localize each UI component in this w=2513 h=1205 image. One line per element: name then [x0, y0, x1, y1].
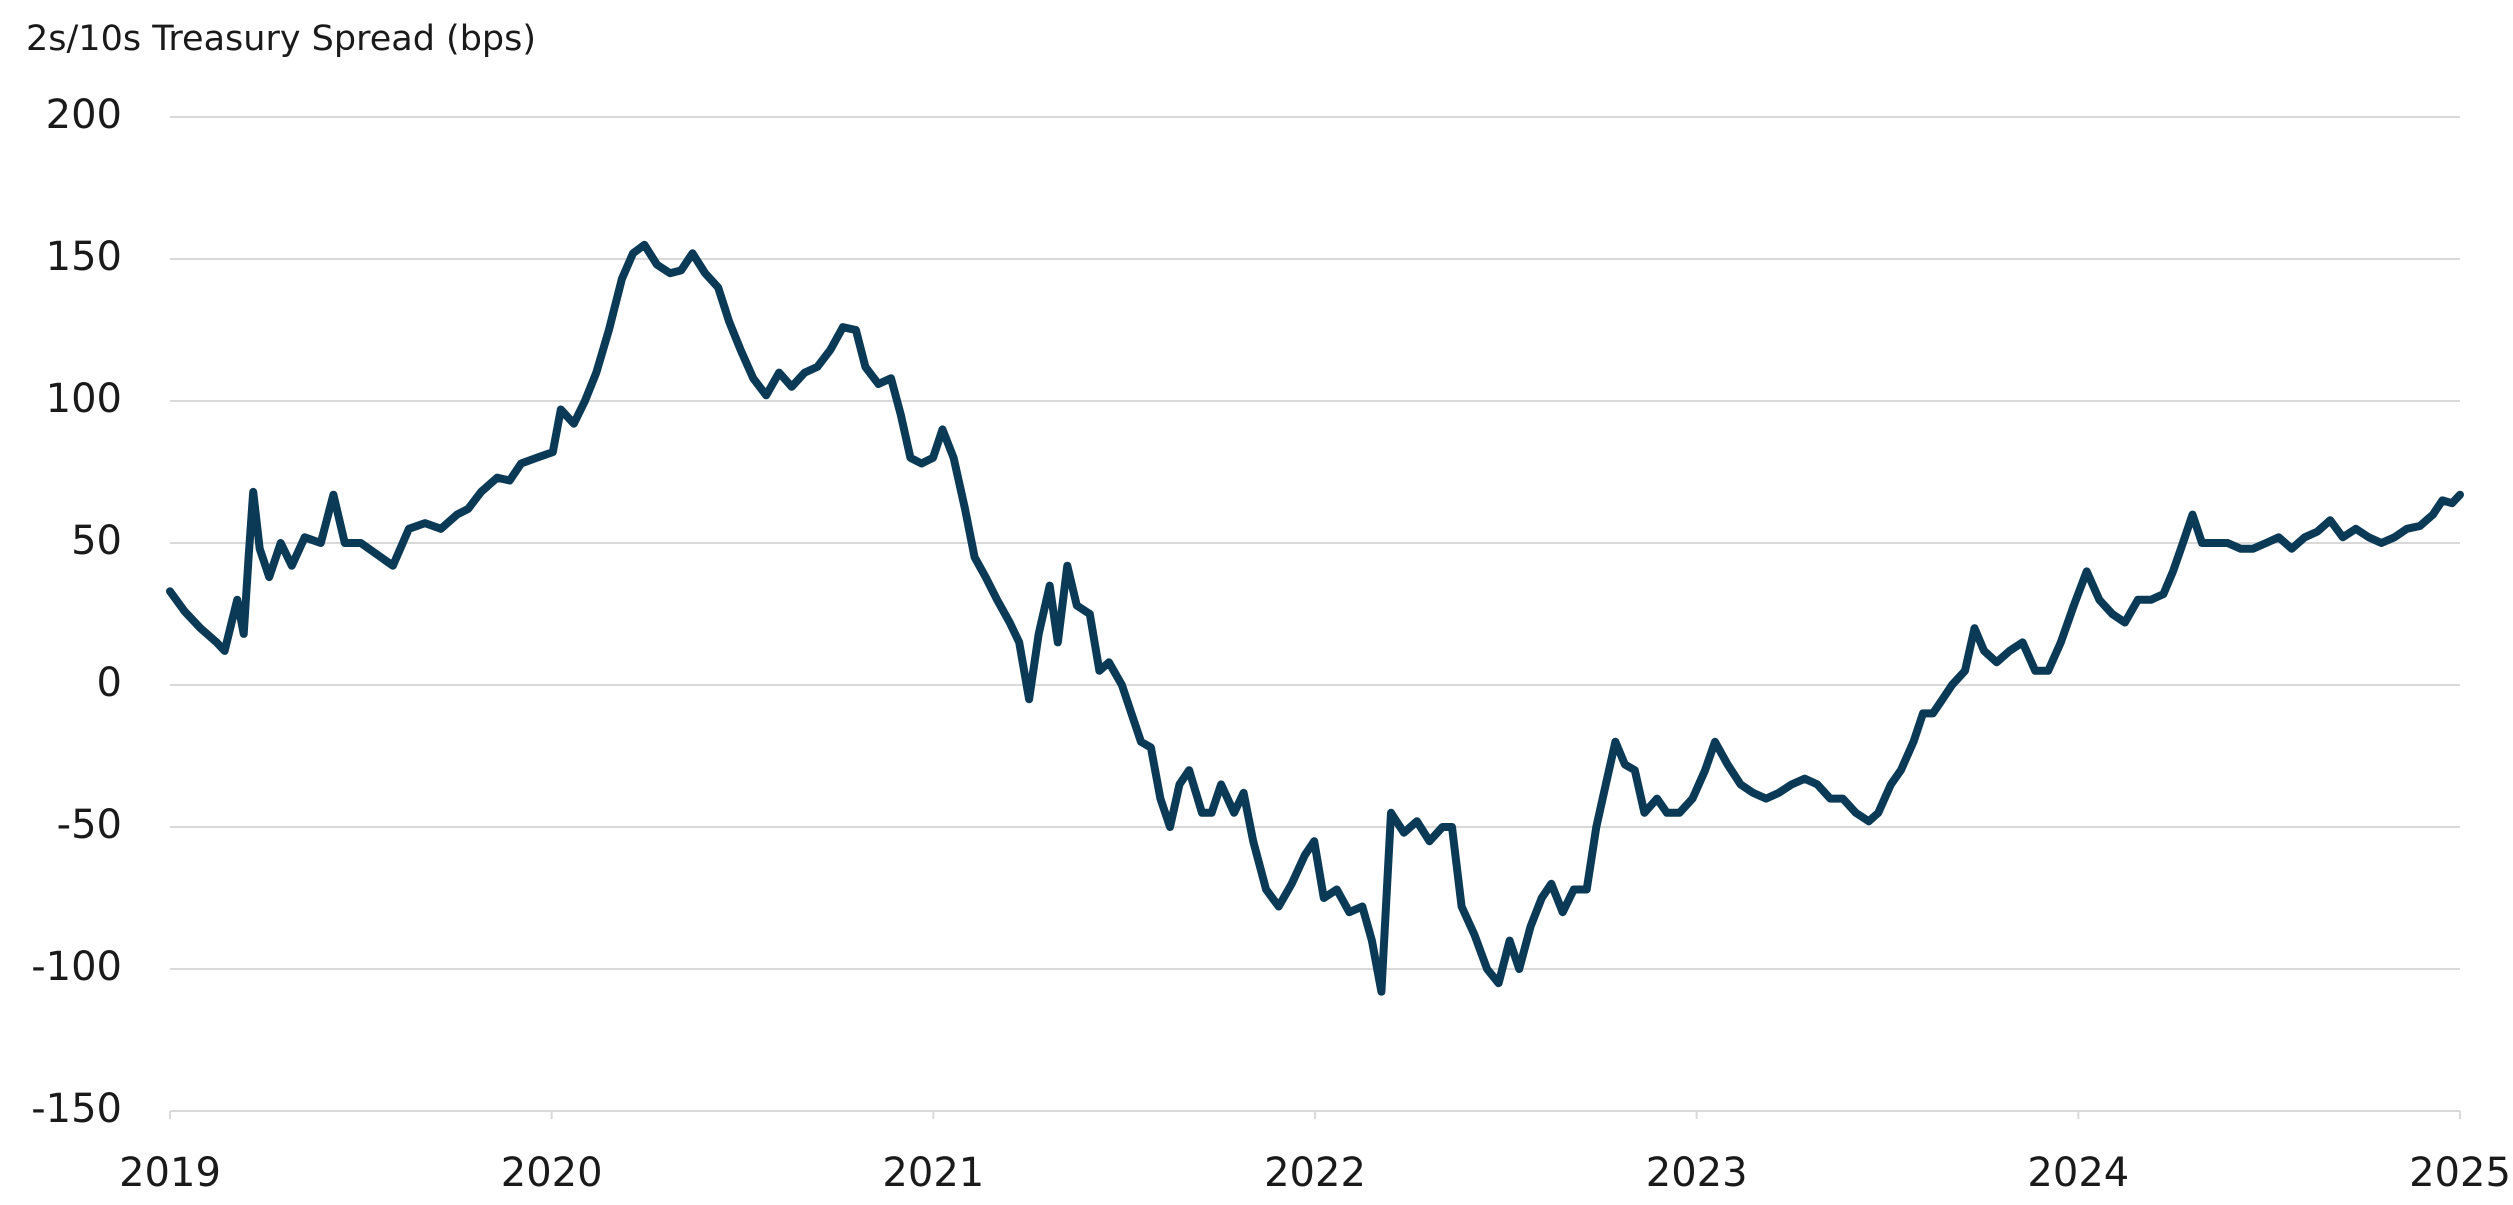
line-series [166, 240, 2464, 996]
y-tick-label: 0 [97, 660, 122, 706]
y-tick-label: 100 [46, 376, 122, 422]
x-tick-label: 2021 [882, 1150, 984, 1196]
y-tick-label: -50 [57, 802, 122, 848]
x-tick-label: 2019 [119, 1150, 221, 1196]
y-tick-label: -100 [31, 944, 122, 990]
x-tick-label: 2025 [2409, 1150, 2511, 1196]
x-tick-label: 2020 [501, 1150, 603, 1196]
x-tick-label: 2024 [2027, 1150, 2129, 1196]
y-tick-label: 50 [71, 518, 122, 564]
y-tick-label: -150 [31, 1086, 122, 1132]
x-tick-label: 2022 [1264, 1150, 1366, 1196]
x-tick-label: 2023 [1646, 1150, 1748, 1196]
y-tick-label: 200 [46, 92, 122, 138]
y-tick-label: 150 [46, 234, 122, 280]
chart-title: 2s/10s Treasury Spread (bps) [26, 19, 536, 59]
